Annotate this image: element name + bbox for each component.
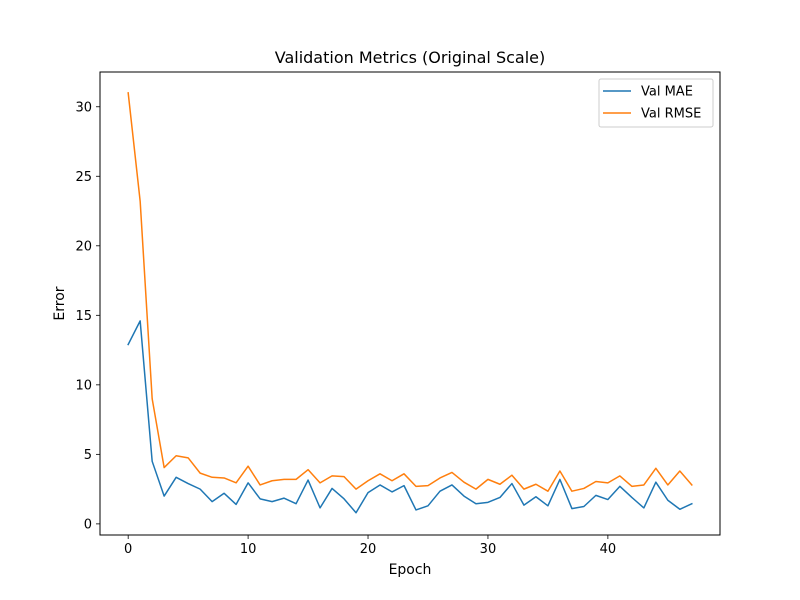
chart-title: Validation Metrics (Original Scale) xyxy=(275,48,545,67)
y-tick-label: 0 xyxy=(84,517,92,532)
y-tick-label: 25 xyxy=(75,170,92,185)
legend-label: Val RMSE xyxy=(641,107,701,122)
legend-label: Val MAE xyxy=(641,85,693,100)
y-tick-label: 15 xyxy=(75,309,92,324)
x-tick-label: 0 xyxy=(124,542,132,557)
x-axis: 0 10 20 30 40 xyxy=(124,535,616,557)
x-tick-label: 10 xyxy=(240,542,257,557)
x-tick-label: 20 xyxy=(360,542,377,557)
x-tick-label: 40 xyxy=(600,542,617,557)
y-tick-label: 20 xyxy=(75,239,92,254)
x-axis-label: Epoch xyxy=(389,562,432,578)
y-axis-label: Error xyxy=(52,286,68,320)
series-layer xyxy=(127,92,693,514)
y-tick-label: 5 xyxy=(84,448,92,463)
y-tick-label: 30 xyxy=(75,100,92,115)
series-line-val-mae xyxy=(127,320,693,514)
x-tick-label: 30 xyxy=(480,542,497,557)
y-tick-label: 10 xyxy=(75,378,92,393)
plot-area-frame xyxy=(99,71,721,536)
series-line-val-rmse xyxy=(127,92,693,492)
legend: Val MAE Val RMSE xyxy=(598,78,714,128)
y-axis: 0 5 10 15 20 25 30 xyxy=(75,100,100,532)
